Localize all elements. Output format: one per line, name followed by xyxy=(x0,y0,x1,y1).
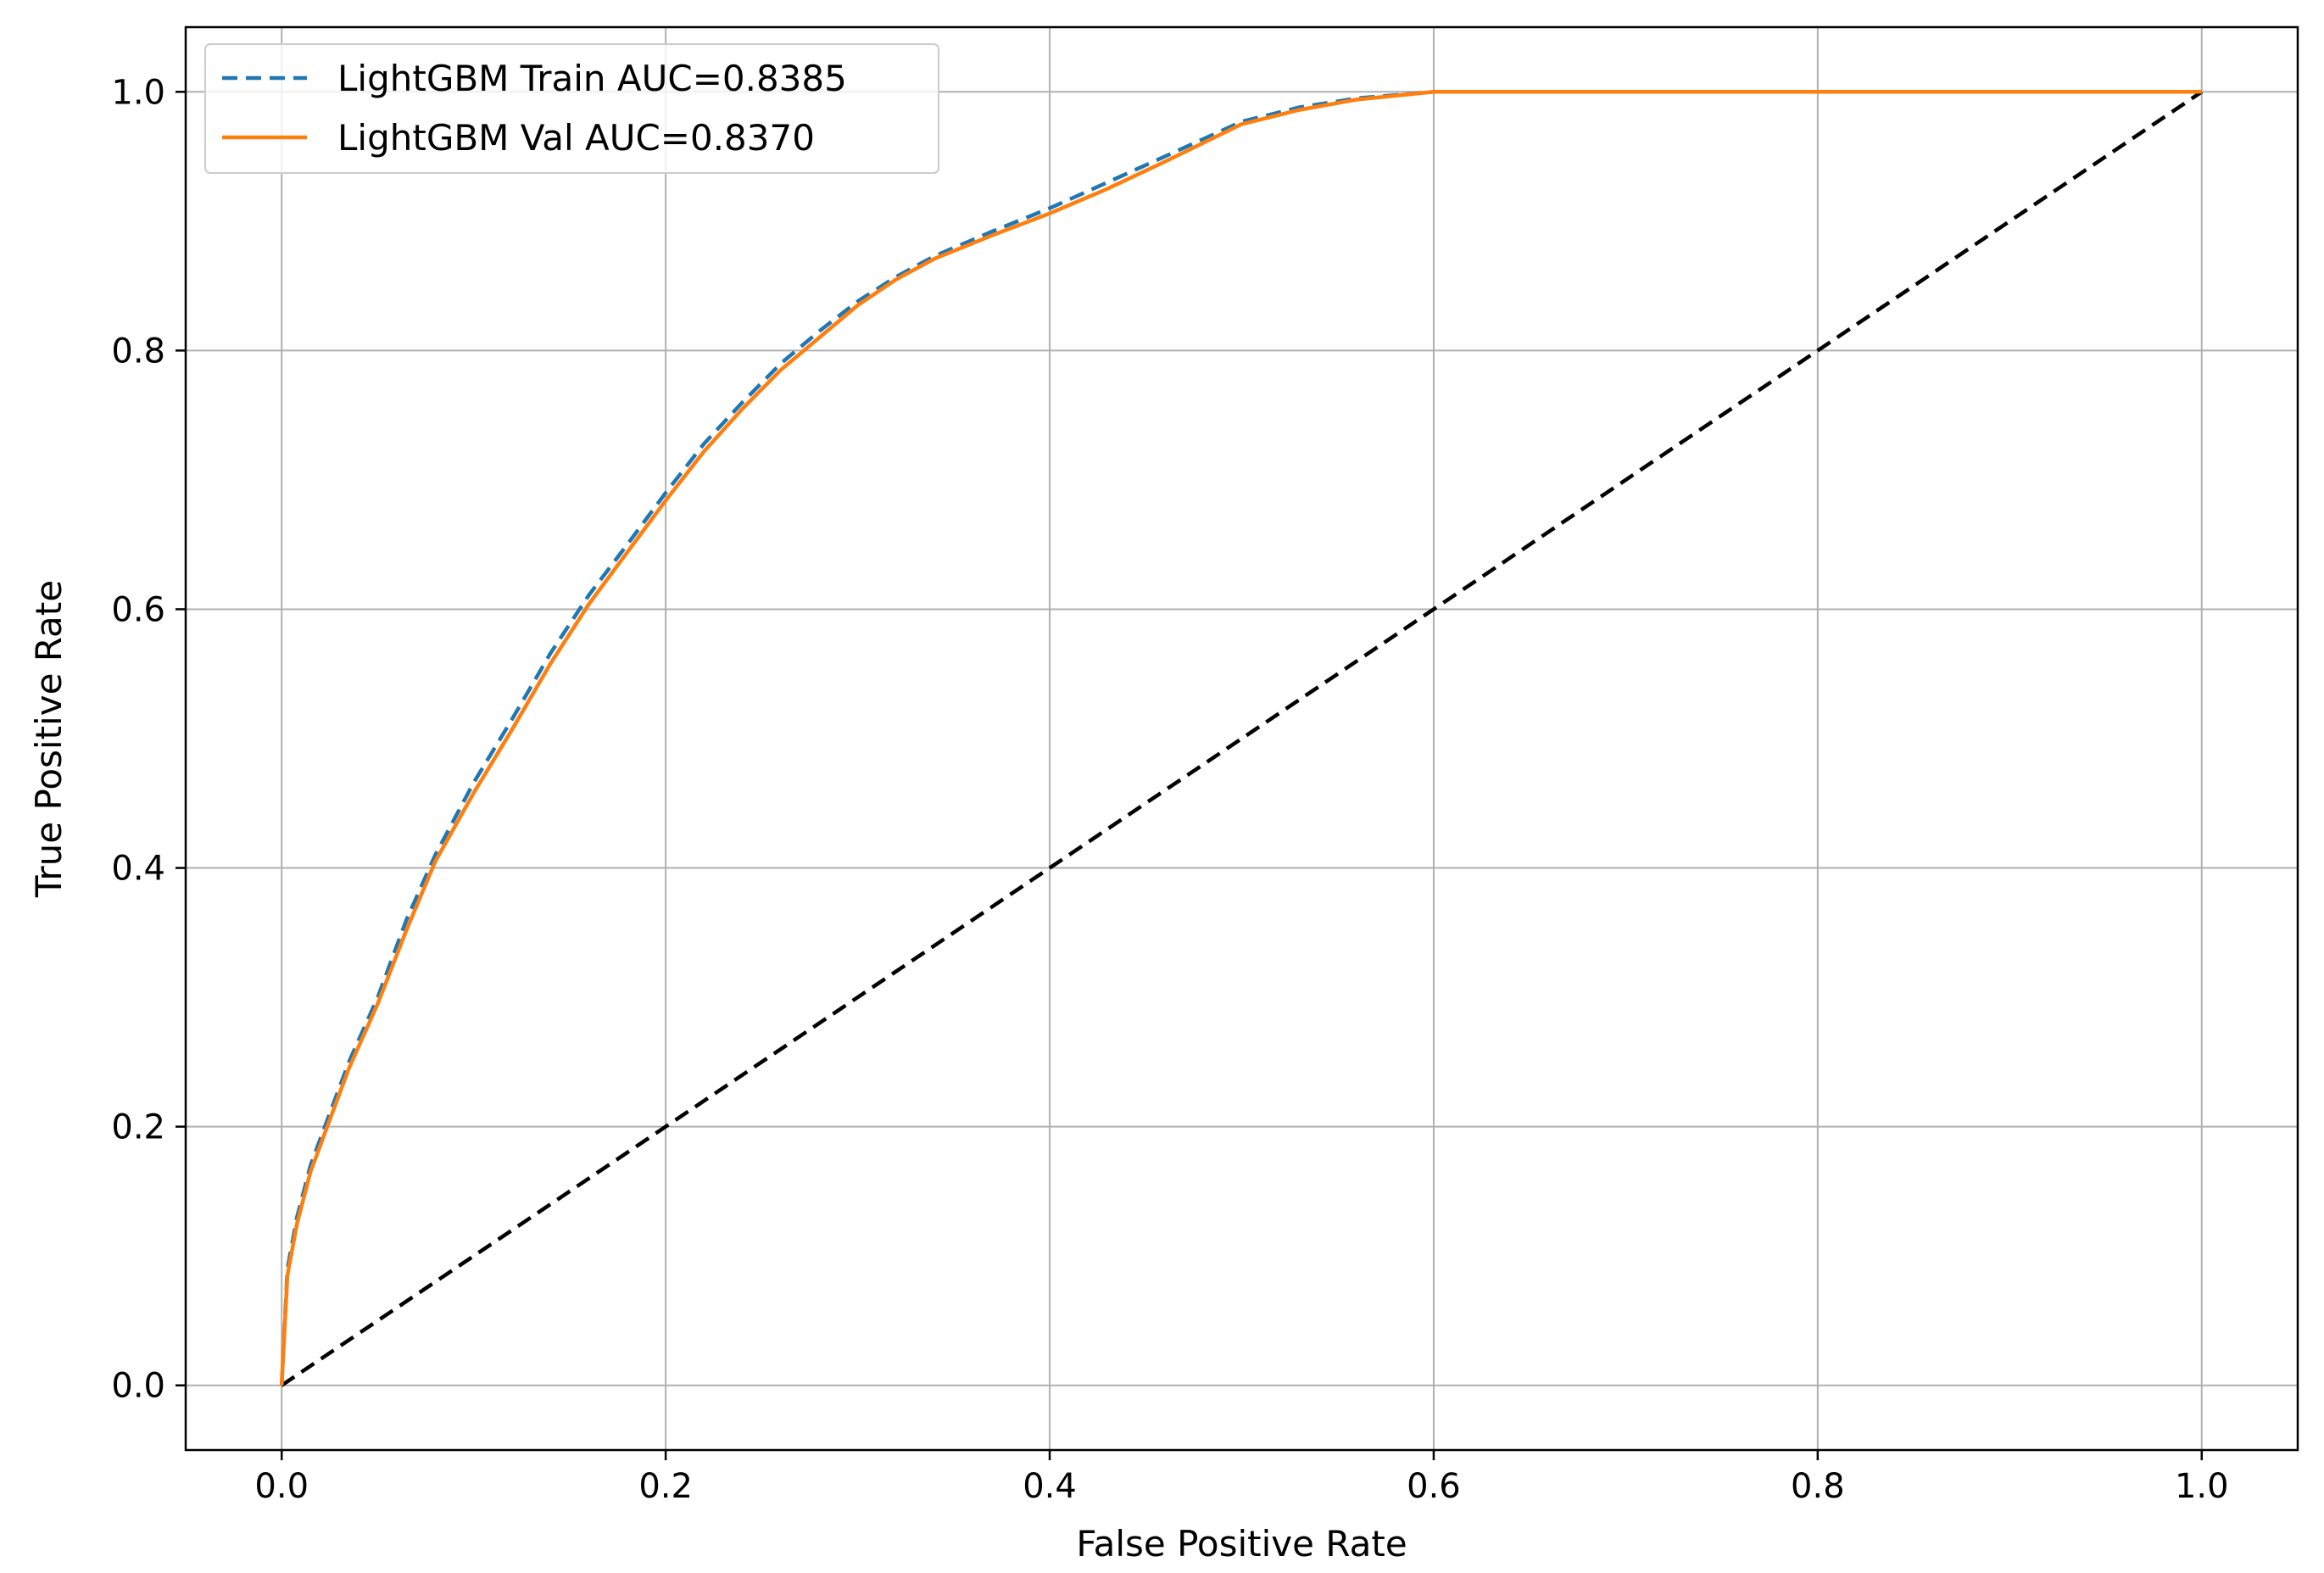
val-roc-curve xyxy=(279,90,2202,1386)
y-tick-label-1: 0.2 xyxy=(111,1108,165,1147)
x-tick-label-0: 0.0 xyxy=(254,1467,309,1506)
y-tick-label-0: 0.0 xyxy=(111,1367,165,1406)
x-tick-label-2: 0.4 xyxy=(1023,1467,1077,1506)
y-tick-label-2: 0.4 xyxy=(111,850,165,889)
x-tick-label-4: 0.8 xyxy=(1791,1467,1845,1506)
series-layer xyxy=(279,90,2204,1387)
x-tick-label-3: 0.6 xyxy=(1407,1467,1461,1506)
chance-diagonal xyxy=(280,90,2204,1387)
y-tick-label-5: 1.0 xyxy=(111,73,165,112)
y-axis-label: True Positive Rate xyxy=(28,580,70,898)
legend: LightGBM Train AUC=0.8385 LightGBM Val A… xyxy=(204,43,939,174)
y-tick-label-4: 0.8 xyxy=(111,332,165,371)
legend-label-train: LightGBM Train AUC=0.8385 xyxy=(337,58,847,99)
train-roc-curve xyxy=(279,90,2202,1386)
ticks-layer: 0.0 0.2 0.4 0.6 0.8 1.0 0.0 0.2 0.4 0.6 0.8 1.0 xyxy=(111,73,2228,1506)
y-tick-label-3: 0.6 xyxy=(111,590,165,629)
x-axis-label: False Positive Rate xyxy=(1076,1523,1407,1565)
x-tick-label-1: 0.2 xyxy=(638,1467,693,1506)
legend-label-val: LightGBM Val AUC=0.8370 xyxy=(337,117,815,159)
legend-box xyxy=(204,43,939,174)
plot-frame xyxy=(184,25,2299,1452)
x-tick-label-5: 1.0 xyxy=(2175,1467,2229,1506)
